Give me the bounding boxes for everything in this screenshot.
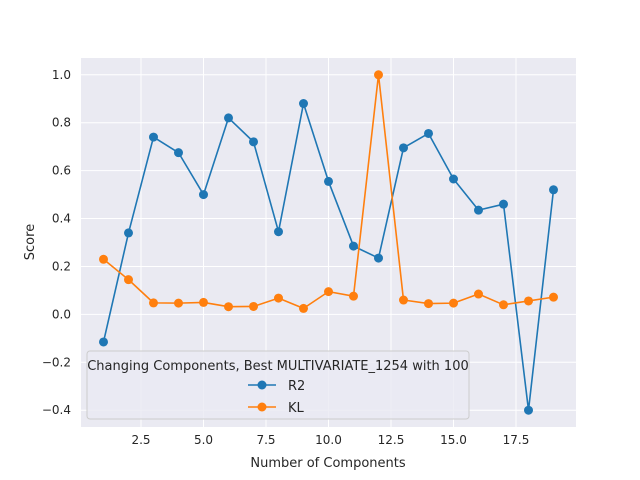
data-point-r2 [124,228,133,238]
data-point-kl [524,296,533,306]
x-tick-label: 15.0 [440,433,467,447]
y-tick-label: −0.4 [42,403,71,417]
x-tick-label: 7.5 [256,433,275,447]
data-point-kl [149,298,158,308]
x-tick-label: 12.5 [378,433,405,447]
data-point-r2 [274,227,283,237]
x-axis-label: Number of Components [250,456,405,471]
data-point-r2 [374,253,383,263]
data-point-r2 [174,148,183,158]
y-tick-label: 0.8 [52,116,71,130]
data-point-kl [199,297,208,307]
data-point-r2 [199,190,208,200]
data-point-r2 [524,405,533,415]
y-tick-label: 0.4 [52,212,71,226]
series-layer [99,70,558,415]
data-point-kl [274,293,283,303]
legend-marker-kl [257,402,267,412]
x-tick-label: 2.5 [131,433,150,447]
y-tick-label: 1.0 [52,68,71,82]
data-point-kl [324,287,333,297]
data-point-kl [249,301,258,311]
data-point-kl [224,302,233,312]
data-point-kl [399,295,408,305]
data-point-kl [374,70,383,80]
legend-entry-kl: KL [248,401,305,416]
data-point-r2 [249,137,258,147]
y-tick-label: −0.2 [42,355,71,369]
data-point-r2 [349,241,358,251]
data-point-r2 [449,174,458,184]
x-tick-label: 17.5 [503,433,530,447]
data-point-r2 [149,132,158,142]
data-point-r2 [99,337,108,347]
data-point-r2 [324,176,333,186]
data-point-kl [99,254,108,264]
data-point-r2 [499,199,508,209]
data-point-kl [499,300,508,310]
data-point-r2 [549,185,558,195]
tick-labels: 2.5 5.0 7.5 10.0 12.5 15.0 17.5 −0.4 −0.2 0.0 0.2 0… [42,68,530,447]
x-tick-label: 10.0 [315,433,342,447]
x-tick-label: 5.0 [194,433,213,447]
data-point-kl [449,298,458,308]
legend-label-kl: KL [288,401,305,416]
legend-entry-r2: R2 [248,379,305,394]
y-axis-label: Score [23,224,38,260]
y-tick-label: 0.6 [52,164,71,178]
y-tick-label: 0.0 [52,307,71,321]
legend-title: Changing Components, Best MULTIVARIATE_1… [87,359,469,374]
data-point-r2 [399,143,408,153]
data-point-r2 [299,99,308,109]
legend-marker-r2 [257,380,267,390]
data-point-kl [424,299,433,309]
data-point-kl [349,291,358,301]
legend-label-r2: R2 [288,379,305,394]
data-point-r2 [224,113,233,123]
data-point-kl [124,275,133,285]
y-tick-label: 0.2 [52,259,71,273]
data-point-r2 [474,205,483,215]
data-point-kl [174,298,183,308]
data-point-kl [299,303,308,313]
legend-box [86,350,470,420]
data-point-kl [474,289,483,299]
data-point-r2 [424,128,433,138]
data-point-kl [549,292,558,302]
legend: Changing Components, Best MULTIVARIATE_1… [86,350,470,420]
